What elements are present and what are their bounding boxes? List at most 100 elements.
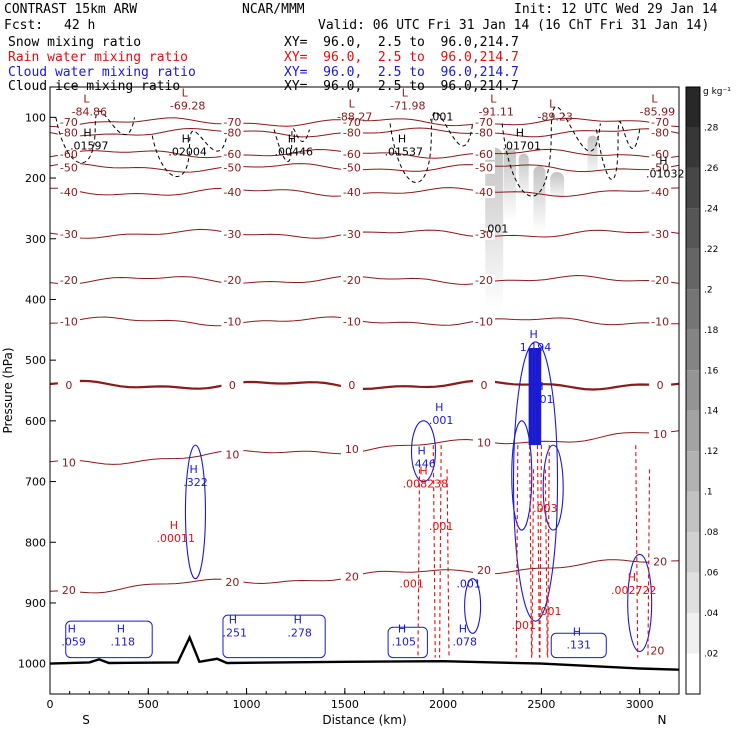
colorbar-tick-label: .28: [704, 123, 719, 133]
organization: NCAR/MMM: [242, 2, 305, 17]
rain-water-contour: [515, 445, 519, 658]
colorbar-segment: [686, 127, 700, 168]
colorbar-tick-label: .04: [704, 609, 719, 619]
colorbar-tick-label: .16: [704, 366, 719, 376]
extremum-marker: H: [83, 126, 91, 139]
isotherm-label: -50: [223, 162, 241, 175]
rain-water-contour: [417, 469, 421, 658]
extremum-marker: L: [490, 92, 497, 105]
isotherm-label: 0: [229, 379, 236, 392]
x-tick-label: 3000: [626, 698, 654, 711]
isotherm-label: 10: [62, 456, 76, 469]
isotherm-label: -60: [60, 148, 78, 161]
extremum-value: .078: [452, 635, 477, 648]
colorbar-segment: [686, 410, 700, 452]
isotherm--20: [50, 274, 679, 285]
y-tick-label: 200: [25, 172, 46, 185]
colorbar-segment: [686, 248, 700, 290]
isotherm-label: -30: [475, 228, 493, 241]
colorbar-segment: [686, 451, 700, 492]
extremum-value: .01701: [503, 139, 542, 152]
extremum-value: .105: [392, 635, 417, 648]
temperature-contours: -80 -80 -80 -80 -80-70 -70 -70 -70 -70-60 -60 -60-…: [50, 116, 679, 597]
rain-water-contour: [635, 445, 639, 658]
colorbar-unit: g kg⁻¹: [703, 87, 731, 97]
extremum-value: .01597: [70, 139, 109, 152]
rain-water-contour: [539, 445, 542, 658]
extremum-value: .251: [223, 626, 248, 639]
extremum-value: .001: [537, 605, 562, 618]
isotherm-20: [50, 559, 679, 594]
isotherm-label: -40: [651, 186, 669, 199]
colorbar-tick-label: .14: [704, 407, 719, 417]
isotherm-label: 0: [348, 379, 355, 392]
isotherm--30: [50, 228, 679, 239]
extremum-value: -69.28: [170, 99, 205, 112]
extremum-marker: L: [83, 92, 90, 105]
isotherm-label: -10: [343, 315, 361, 328]
isotherm-label: -20: [475, 274, 493, 287]
colorbar-segment: [686, 653, 700, 694]
extremum-value: .059: [61, 635, 86, 648]
extremum-marker: H: [182, 133, 190, 146]
isotherm-label: -80: [60, 127, 78, 140]
isotherm-label: -80: [475, 127, 493, 140]
isotherm-label: -20: [651, 274, 669, 287]
extremum-marker: H: [659, 154, 667, 167]
extremum-value: -88.27: [337, 110, 372, 123]
isotherm-label: -40: [60, 186, 78, 199]
x-tick-label: 2000: [429, 698, 457, 711]
valid-time: Valid: 06 UTC Fri 31 Jan 14 (16 ChT Fri …: [318, 18, 710, 33]
rain-water-contour: [529, 445, 533, 658]
y-tick-label: 300: [25, 233, 46, 246]
extremum-value: .02004: [168, 146, 207, 159]
isotherm-label: -40: [475, 186, 493, 199]
extremum-marker: H: [189, 463, 197, 476]
cloud-water-contours: [65, 341, 653, 659]
surface-pressure-line: [50, 634, 679, 671]
extremum-marker: H: [294, 613, 302, 626]
x-tick-label: 1500: [331, 698, 359, 711]
extremum-value: .00446: [274, 146, 313, 159]
extremum-value: .003: [533, 502, 558, 515]
rain-field-xy: XY= 96.0, 2.5 to 96.0,214.7: [284, 50, 519, 65]
forecast-hour: 42 h: [64, 18, 96, 33]
isotherm-label: -40: [343, 186, 361, 199]
north-label: N: [658, 713, 667, 727]
y-tick-label: 900: [25, 597, 46, 610]
isotherm-label: 20: [225, 576, 239, 589]
isotherm-label: -10: [651, 315, 669, 328]
isotherm--10: [50, 316, 679, 327]
y-tick-label: 100: [25, 111, 46, 124]
x-tick-label: 0: [47, 698, 54, 711]
y-tick-label: 500: [25, 354, 46, 367]
colorbar: .02 .04 .06 .08 .1 .12 .14 .16 .18 .2 .22 .24 .26 .28…: [685, 86, 731, 695]
extremum-value: .01537: [385, 146, 424, 159]
extremum-marker: H: [229, 613, 237, 626]
colorbar-segment: [686, 491, 700, 533]
cloud-ice-contour: [389, 111, 474, 183]
isotherm-label: -60: [651, 148, 669, 161]
isotherm-label: -70: [60, 116, 78, 129]
isotherm--50: [50, 162, 679, 173]
cloud-ice-contour: [501, 106, 601, 197]
isotherm-label: 20: [653, 556, 667, 569]
extremum-marker: H: [628, 571, 636, 584]
extremum-marker: H: [435, 401, 443, 414]
isotherm-label: 20: [62, 584, 76, 597]
isotherm-label: -20: [60, 274, 78, 287]
extremum-value: -85.99: [640, 105, 675, 118]
rain-field-name: Rain water mixing ratio: [8, 50, 189, 65]
extremum-marker: H: [288, 133, 296, 146]
cloud-field-name: Cloud water mixing ratio: [8, 65, 196, 80]
isotherm-label: -10: [223, 315, 241, 328]
extremum-value: .001: [456, 578, 481, 591]
y-axis-label: Pressure (hPa): [1, 347, 15, 433]
cloud-ice-contour: [273, 128, 310, 162]
cloud-ice-contour: [55, 110, 136, 164]
cloud-ice-contour: [151, 130, 228, 177]
extremum-marker: H: [535, 380, 543, 393]
cloud-water-box: [65, 620, 153, 659]
rain-water-contours: [417, 445, 651, 658]
isotherm-label: -30: [60, 228, 78, 241]
